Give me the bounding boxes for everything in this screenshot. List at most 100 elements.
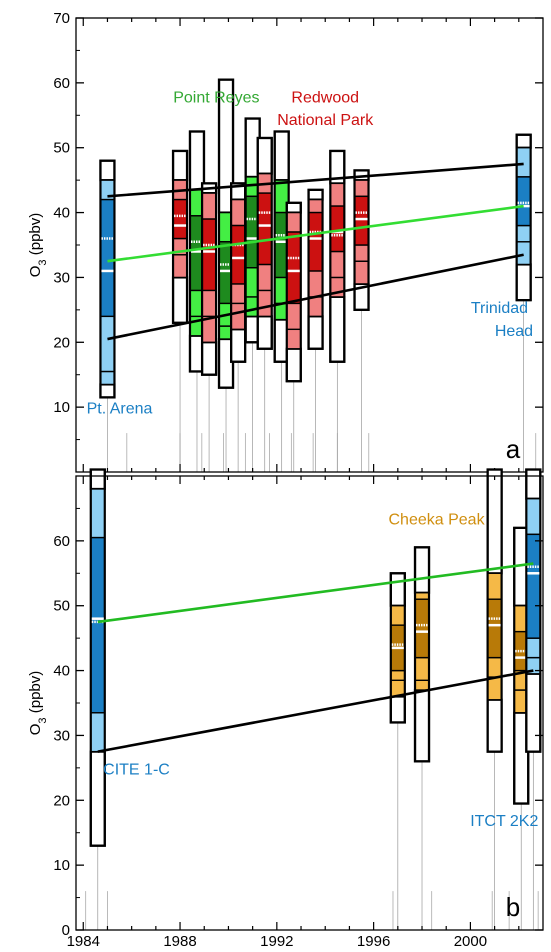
y-tick-label: 60 (53, 75, 70, 92)
site-label-cheeka-peak: Cheeka Peak (389, 512, 486, 529)
box-tail-low (413, 688, 431, 763)
box-p10-p25 (286, 302, 302, 331)
box-a-10 (307, 188, 324, 472)
box-frame (525, 468, 542, 753)
y-tick-label: 10 (53, 857, 70, 874)
box-tail-low (200, 341, 218, 376)
box-b-2 (413, 546, 431, 930)
box-b-5 (525, 468, 542, 930)
box-tail-low (329, 295, 346, 363)
y-tick-label: 30 (53, 727, 70, 744)
box-a-5 (230, 182, 247, 472)
y-axis-title: O3 (ppbv) (27, 213, 49, 277)
box-p75-p90 (353, 179, 370, 198)
box-frame (256, 136, 273, 350)
y-tick-label: 40 (53, 663, 70, 680)
box-iqr (525, 533, 542, 639)
box-frame (353, 169, 370, 311)
box-p05-p10 (353, 260, 370, 285)
box-a-6 (244, 117, 261, 472)
box-b-0 (89, 468, 106, 930)
box-p05-p10 (286, 328, 302, 350)
box-frame (285, 201, 302, 383)
box-tail-low (389, 695, 406, 724)
box-p05-p10 (172, 254, 188, 279)
box-p10-p25 (353, 244, 370, 262)
box-p05-p10 (515, 241, 532, 266)
site-label-pt-arena: Pt. Arena (87, 401, 153, 418)
box-a-11 (329, 149, 346, 472)
box-tail-low (256, 315, 273, 350)
box-iqr (353, 195, 370, 246)
box-tail-high (99, 159, 116, 182)
box-p75-p90 (201, 192, 217, 220)
box-p10-p25 (257, 263, 273, 292)
box-p10-p25 (486, 656, 503, 678)
box-p05-p10 (257, 289, 273, 318)
box-frame (486, 468, 503, 753)
box-p75-p90 (390, 605, 406, 626)
box-iqr (515, 176, 532, 227)
box-tail-low (285, 347, 302, 383)
box-tail-high (486, 468, 503, 575)
box-iqr (329, 205, 346, 253)
box-frame (307, 188, 324, 350)
box-p75-p90 (414, 592, 430, 600)
box-iqr (414, 598, 430, 659)
box-iqr (286, 231, 302, 305)
box-tail-high (389, 572, 406, 607)
box-frame (329, 149, 346, 363)
y-tick-label: 0 (62, 922, 70, 939)
box-a-13 (515, 133, 532, 472)
box-tail-high (273, 130, 290, 182)
box-p75-p90 (230, 198, 246, 227)
box-a-1 (171, 149, 189, 472)
box-p10-p25 (201, 289, 217, 318)
site-label-redwood-2: National Park (277, 112, 374, 129)
y-tick-label: 30 (53, 269, 70, 286)
box-frame (413, 546, 431, 763)
box-p10-p25 (390, 669, 406, 681)
site-label-trinidad-2: Head (495, 323, 533, 340)
y-tick-label: 50 (53, 598, 70, 615)
x-tick-label: 1988 (163, 933, 196, 947)
y-tick-label: 40 (53, 205, 70, 222)
box-a-0 (99, 159, 116, 472)
box-tail-low (307, 315, 324, 350)
box-frame (171, 149, 189, 324)
site-label-cite-1c: CITE 1-C (103, 761, 170, 778)
box-a-3 (200, 182, 218, 472)
trend-mean (107, 204, 524, 263)
y-tick-label: 50 (53, 140, 70, 157)
box-p10-p25 (329, 250, 346, 279)
box-p10-p25 (515, 224, 532, 243)
box-tail-high (256, 136, 273, 175)
box-tail-high (307, 188, 324, 201)
box-p75-p90 (486, 572, 503, 600)
box-iqr (307, 211, 324, 272)
box-a-7 (256, 136, 273, 472)
box-iqr (486, 598, 503, 659)
y-tick-label: 60 (53, 533, 70, 550)
x-tick-label: 1992 (260, 933, 293, 947)
box-p75-p90 (286, 211, 302, 233)
box-tail-high (285, 201, 302, 214)
box-tail-low (525, 672, 542, 753)
panel-letter: b (506, 892, 520, 922)
box-frame (200, 182, 218, 376)
box-tail-low (486, 698, 503, 753)
box-p75-p90 (90, 488, 106, 539)
box-p05-p10 (307, 296, 324, 318)
x-tick-label: 2000 (454, 933, 487, 947)
site-label-point-reyes: Point Reyes (173, 89, 259, 106)
y-tick-label: 20 (53, 792, 70, 809)
box-p75-p90 (307, 198, 324, 214)
box-iqr (257, 192, 273, 266)
panel-a: 10 20 30 40 50 60 70 O3 (ppbv) Point Reyes Redwoo… (27, 10, 544, 473)
trend-lower (107, 253, 524, 341)
box-tail-high (188, 130, 206, 191)
box-tail-low (99, 383, 116, 399)
box-p10-p25 (525, 637, 542, 659)
box-p75-p90 (515, 147, 532, 178)
